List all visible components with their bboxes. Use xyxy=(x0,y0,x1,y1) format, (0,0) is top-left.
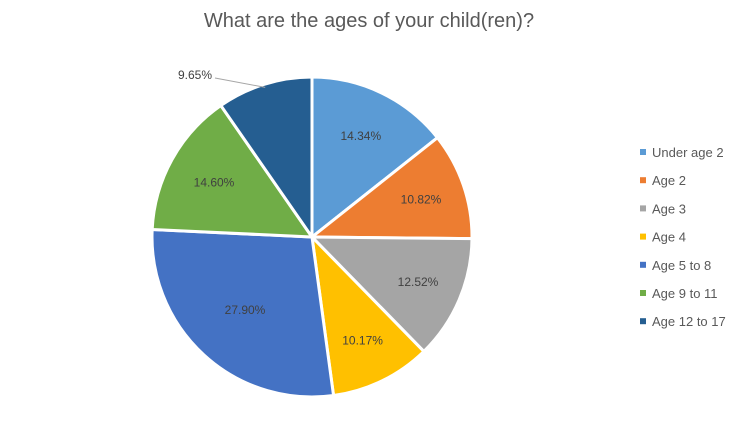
chart-title: What are the ages of your child(ren)? xyxy=(204,10,534,32)
pie-slice-age-3 xyxy=(310,235,474,353)
pie-slice-age-12-to-17 xyxy=(219,75,314,239)
legend-swatch xyxy=(640,290,646,296)
legend-swatch xyxy=(640,177,646,184)
legend-swatch xyxy=(640,205,646,212)
data-label: 14.60% xyxy=(194,176,235,190)
data-label: 27.90% xyxy=(225,303,266,317)
pie-slice-under-age-2 xyxy=(310,75,439,239)
pie-slice-age-9-to-11 xyxy=(150,104,314,239)
pie-slice-age-5-to-8 xyxy=(150,227,336,399)
legend-label: Age 12 to 17 xyxy=(652,314,726,329)
legend-label: Age 4 xyxy=(652,230,686,245)
legend-swatch xyxy=(640,261,646,268)
legend-label: Under age 2 xyxy=(652,145,724,160)
legend-label: Age 3 xyxy=(652,201,686,216)
pie-slice-age-2 xyxy=(310,136,474,241)
legend-label: Age 2 xyxy=(652,173,686,188)
data-labels: 14.34% 10.82% 12.52% 10.17% 27.90% 14.60% 9.65… xyxy=(178,68,442,348)
legend-label: Age 5 to 8 xyxy=(652,258,711,273)
data-label: 10.82% xyxy=(401,193,442,207)
data-label: 12.52% xyxy=(398,275,439,289)
leader-line xyxy=(214,77,266,88)
legend: Under age 2 Age 2 Age 3 Age 4 Age 5 to 8 Age … xyxy=(640,145,726,329)
legend-swatch xyxy=(640,318,646,325)
legend-swatch xyxy=(640,233,646,240)
data-label: 10.17% xyxy=(342,334,383,348)
pie-slice-age-4 xyxy=(310,235,426,398)
pie-slices xyxy=(150,75,474,399)
legend-swatch xyxy=(640,149,646,155)
legend-label: Age 9 to 11 xyxy=(652,286,718,301)
data-label: 14.34% xyxy=(340,129,381,143)
data-label: 9.65% xyxy=(178,68,212,82)
